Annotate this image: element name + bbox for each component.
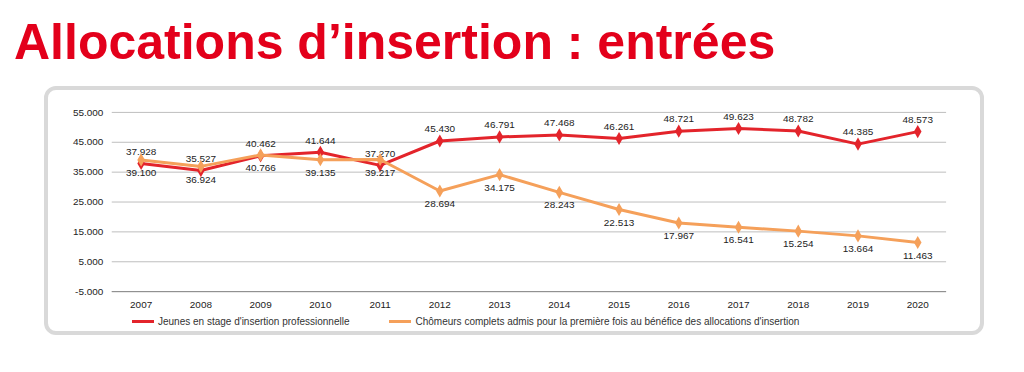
svg-text:34.175: 34.175 [484,182,515,193]
svg-text:2010: 2010 [309,299,332,310]
svg-text:5.000: 5.000 [78,256,103,267]
svg-text:39.100: 39.100 [126,167,157,178]
svg-text:2017: 2017 [727,299,750,310]
svg-text:11.463: 11.463 [903,250,933,261]
svg-text:48.721: 48.721 [664,113,695,124]
svg-text:16.541: 16.541 [723,234,754,245]
svg-text:47.468: 47.468 [544,117,575,128]
html-text:Allocations d’insertion : entr: Allocations d’insertion : entrées [14,14,776,70]
svg-text:2008: 2008 [190,299,213,310]
svg-text:45.000: 45.000 [73,136,104,147]
svg-text:39.217: 39.217 [365,167,396,178]
svg-text:35.000: 35.000 [73,166,104,177]
svg-text:13.664: 13.664 [843,243,874,254]
svg-text:40.766: 40.766 [245,162,276,173]
svg-text:36.924: 36.924 [186,174,217,185]
svg-text:44.385: 44.385 [843,126,874,137]
svg-text:2011: 2011 [369,299,391,310]
svg-text:15.000: 15.000 [73,226,104,237]
svg-text:28.243: 28.243 [544,199,575,210]
html-text:Chômeurs complets admis pour l: Chômeurs complets admis pour la première… [415,315,800,327]
svg-text:46.261: 46.261 [604,121,635,132]
svg-text:45.430: 45.430 [425,123,456,134]
svg-text:2014: 2014 [548,299,571,310]
svg-text:15.254: 15.254 [783,238,814,249]
svg-text:2012: 2012 [429,299,452,310]
svg-text:49.623: 49.623 [723,111,754,122]
svg-text:2015: 2015 [608,299,631,310]
svg-text:2009: 2009 [250,299,273,310]
svg-text:48.573: 48.573 [903,114,934,125]
svg-text:39.135: 39.135 [305,167,336,178]
svg-text:2020: 2020 [907,299,930,310]
svg-text:37.270: 37.270 [364,147,396,159]
svg-text:22.513: 22.513 [604,217,635,228]
svg-text:2016: 2016 [668,299,691,310]
svg-text:46.791: 46.791 [484,119,515,130]
svg-text:17.967: 17.967 [664,230,695,241]
svg-text:55.000: 55.000 [73,107,104,118]
svg-text:2019: 2019 [847,299,870,310]
svg-text:25.000: 25.000 [73,196,104,207]
svg-text:35.527: 35.527 [185,152,217,164]
svg-text:-5.000: -5.000 [75,286,104,297]
svg-text:40.462: 40.462 [245,138,276,149]
svg-text:2018: 2018 [787,299,810,310]
svg-text:2007: 2007 [130,299,153,310]
svg-text:28.694: 28.694 [425,198,456,209]
html-text:Jeunes en stage d'insertion pr: Jeunes en stage d'insertion professionne… [158,315,350,327]
svg-text:41.644: 41.644 [305,135,336,146]
svg-text:48.782: 48.782 [783,113,814,124]
svg-text:2013: 2013 [489,299,512,310]
svg-text:37.928: 37.928 [125,145,157,157]
